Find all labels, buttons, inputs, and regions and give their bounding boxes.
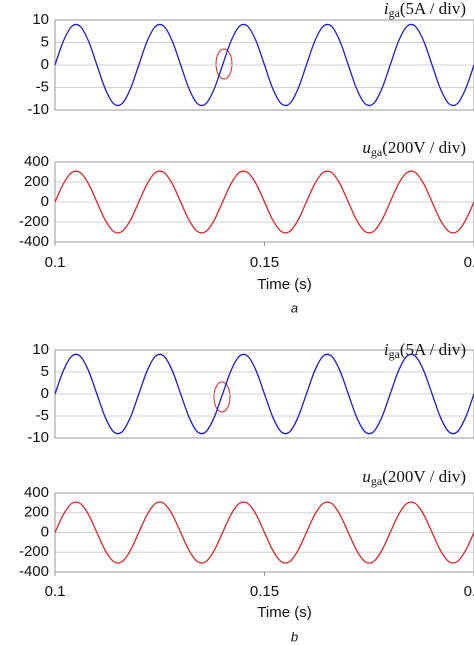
x-tick-label: 0.15 [250,254,279,271]
line-series [54,170,474,234]
y-tick-label: 0 [41,385,49,402]
y-tick-label: 200 [24,504,49,521]
y-tick-label: 5 [41,363,49,380]
annotation-symbol: i [384,0,389,18]
y-tick-label: 200 [24,173,49,190]
line-series [54,501,474,564]
annotation-subscript: ga [371,145,383,159]
y-tick-label: -5 [36,407,49,424]
annotation-subscript: ga [389,6,401,20]
y-tick-label: 10 [32,341,49,358]
y-tick-label: 0 [41,56,49,73]
caption: b [291,629,298,644]
x-tick-label: 0.1 [45,583,66,600]
y-tick-label: 400 [24,484,49,501]
caption: a [291,300,298,315]
annotation-subscript: ga [389,347,401,361]
x-axis-label: Time (s) [257,276,311,293]
x-tick-label: 0.15 [250,583,279,600]
annotation: iga(5A / div) [384,340,466,361]
y-tick-label: -10 [27,429,49,446]
y-tick-label: 0 [41,193,49,210]
annotation-symbol: u [362,138,371,157]
x-tick-label: 0.2 [464,583,474,600]
annotation: uga(200V / div) [362,138,466,159]
line-series [54,353,474,435]
highlight-ellipse [213,381,231,413]
x-tick-label: 0.2 [464,254,474,271]
annotation-text: (200V / div) [382,467,466,486]
y-tick-label: -200 [19,213,49,230]
y-tick-label: -5 [36,78,49,95]
y-tick-label: 400 [24,153,49,170]
y-tick-label: -400 [19,233,49,250]
annotation-symbol: u [362,467,371,486]
annotation: uga(200V / div) [362,467,466,488]
y-tick-label: 10 [32,11,49,28]
annotation-text: (200V / div) [382,138,466,157]
annotation-symbol: i [384,340,389,359]
highlight-ellipse [215,48,233,80]
annotation-subscript: ga [371,474,383,488]
y-tick-label: 5 [41,33,49,50]
x-tick-label: 0.1 [45,254,66,271]
annotation-text: (5A / div) [400,340,466,359]
y-tick-label: -10 [27,101,49,118]
annotation-text: (5A / div) [400,0,466,18]
x-axis-label: Time (s) [257,604,311,621]
y-tick-label: -200 [19,543,49,560]
y-tick-label: 0 [41,523,49,540]
y-tick-label: -400 [19,563,49,580]
line-series [54,23,474,107]
annotation: iga(5A / div) [384,0,466,20]
